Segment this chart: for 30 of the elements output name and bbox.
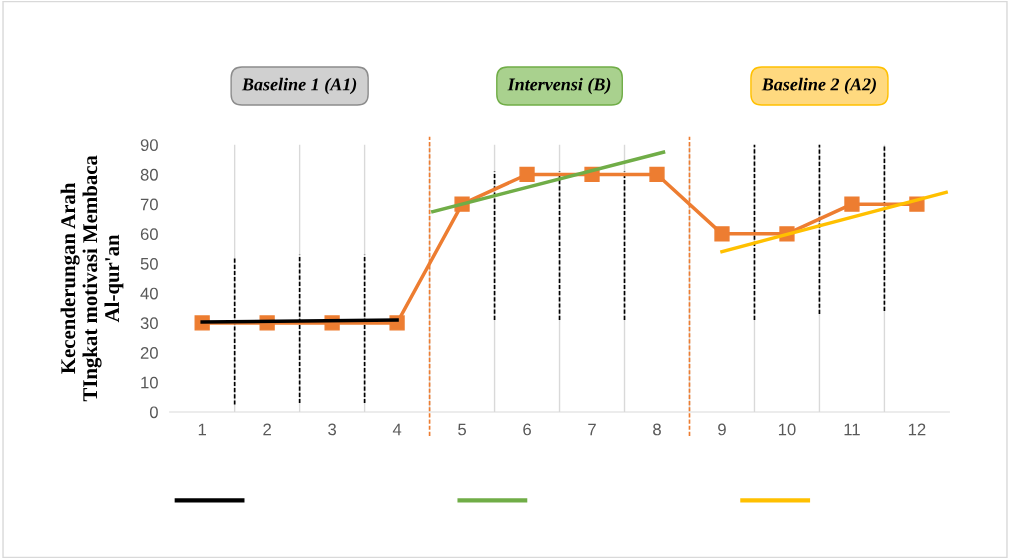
- x-tick-label: 5: [458, 423, 467, 436]
- x-tick-label: 4: [392, 423, 402, 436]
- y-tick-label: 40: [140, 287, 158, 300]
- y-tick-label: 90: [140, 139, 158, 151]
- x-tick-label: 12: [908, 423, 926, 436]
- y-tick-label: 60: [140, 228, 158, 241]
- y-tick-label: 0: [149, 406, 158, 419]
- x-tick-label: 7: [588, 423, 596, 436]
- x-tick-label: 2: [263, 423, 271, 436]
- x-tick-label: 11: [844, 423, 860, 436]
- point: [714, 226, 730, 242]
- x-tick-label: 3: [328, 423, 337, 436]
- y-tick-label: 70: [140, 198, 158, 211]
- y-tick-label: 20: [140, 347, 158, 359]
- y-axis-title: Kecenderungan Arah TIngkat motivasi Membaca Al-qur'an: [60, 155, 124, 402]
- y-tick-label: 80: [140, 168, 158, 181]
- text: Intervensi (B): [507, 77, 611, 95]
- text: Baseline 1 (A1): [241, 77, 357, 95]
- x-tick-label: 1: [198, 423, 206, 436]
- y-tick-label: 50: [140, 257, 158, 270]
- point: [519, 166, 535, 183]
- x-tick-label: 10: [778, 423, 796, 436]
- text: Baseline 2 (A2): [761, 77, 876, 95]
- x-tick-label: 6: [523, 423, 531, 436]
- x-tick-label: 8: [653, 423, 661, 436]
- point: [844, 196, 860, 212]
- y-tick-label: 30: [140, 317, 158, 330]
- y-tick-label: 10: [141, 376, 158, 389]
- x-tick-label: 9: [718, 423, 726, 436]
- point: [649, 166, 665, 183]
